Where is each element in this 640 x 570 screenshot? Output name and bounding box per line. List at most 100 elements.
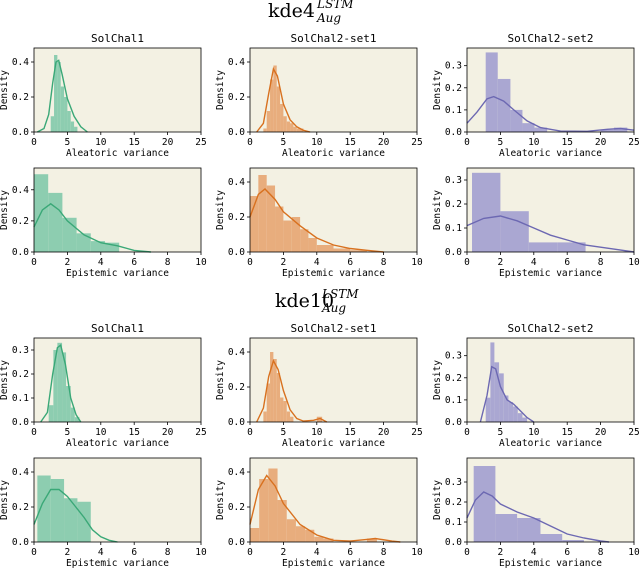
x-tick-label: 10 [628,257,640,268]
x-tick-label: 4 [531,547,537,558]
y-tick-label: 0.4 [228,177,245,188]
x-tick-label: 6 [347,547,353,558]
panel-3: 0 5 10 15 20 25 0.0 0.1 0.2 0.3 Aleatoric variance… [432,32,640,159]
y-tick-label: 0.0 [228,537,245,548]
histogram-bar [517,413,523,422]
histogram-bar [270,352,274,422]
histogram-bar [366,538,377,542]
x-tick-label: 8 [381,547,387,558]
histogram-bar [540,534,563,542]
x-tick-label: 0 [247,257,253,268]
x-tick-label: 20 [595,427,607,438]
y-axis-label: Density [0,70,10,110]
block-title-1-sup: LSTM [316,0,354,11]
y-tick-label: 0.0 [12,127,29,138]
axes-frame [466,337,635,423]
y-tick-label: 0.3 [445,175,462,186]
block-title-1: kde4 LSTM Aug [268,0,354,25]
histogram-bar [53,350,58,422]
x-tick-label: 0 [31,547,37,558]
y-tick-label: 0.1 [12,393,29,404]
histogram-bar [266,185,276,252]
histogram-bar [485,52,498,132]
x-tick-label: 8 [381,257,387,268]
x-tick-label: 20 [378,427,390,438]
histogram-bar [62,352,67,422]
panel-title: SolChal2-set1 [290,32,376,45]
histogram-bar [283,116,287,132]
histogram-bar [350,250,367,252]
panel-5: 0 2 4 6 8 10 0.0 0.2 0.4 Epistemic variance Densit… [215,167,423,279]
panel-10: 0 2 4 6 8 10 0.0 0.2 0.4 Epistemic variance Densit… [0,457,207,569]
histogram-bar [513,406,518,422]
histogram-bar [280,104,284,132]
panel-title: SolChal1 [91,322,144,335]
panel-title: SolChal2-set2 [507,322,593,335]
axes-frame [33,337,202,423]
histogram-bar [600,129,614,132]
kde-curve [36,59,88,133]
histogram-bar [280,397,284,422]
x-tick-label: 15 [561,427,572,438]
x-tick-label: 6 [564,547,570,558]
panel-11: 0 2 4 6 8 10 0.0 0.2 0.4 Epistemic variance Densit… [215,457,423,569]
histogram-bar [495,514,518,542]
y-tick-label: 0.2 [228,502,245,513]
histogram-bar [485,397,491,422]
histogram-bar [534,127,548,132]
y-tick-label: 0.0 [445,127,462,138]
histogram-bar [283,220,292,252]
x-tick-label: 5 [498,137,504,148]
x-tick-label: 6 [347,257,353,268]
x-tick-label: 2 [498,547,504,558]
histogram-bar [268,468,278,542]
block-title-1-main: kde4 [268,0,315,22]
histogram-bar [250,196,259,252]
x-tick-label: 8 [598,547,604,558]
x-tick-label: 25 [628,137,639,148]
kde-curve [466,95,635,133]
kde-curve [40,344,82,423]
histogram-bar [286,411,291,422]
histogram-bar [283,401,287,422]
histogram-bar [266,383,271,422]
histogram-bar [494,362,500,422]
x-axis-label: Aleatoric variance [282,438,385,449]
x-axis-label: Aleatoric variance [499,148,602,159]
y-tick-label: 0.1 [445,517,462,528]
histogram-bar [277,500,287,542]
histogram-bar [305,529,315,542]
panel-title: SolChal2-set2 [507,32,593,45]
x-tick-label: 10 [528,427,540,438]
y-tick-label: 0.1 [445,105,462,116]
y-axis-label: Density [432,190,443,230]
histogram-bar [286,519,296,542]
histogram-bar [250,528,260,542]
histogram-bar [66,386,71,422]
histogram-bar [76,233,91,252]
y-axis-label: Density [432,70,443,110]
kde-curve [249,188,384,253]
x-tick-label: 2 [65,547,71,558]
y-tick-label: 0.2 [12,92,29,103]
x-tick-label: 15 [344,427,355,438]
x-axis-label: Aleatoric variance [282,148,385,159]
y-tick-label: 0.4 [228,347,245,358]
block-title-2-sup: LSTM [321,287,359,301]
histogram-bar [510,109,523,132]
x-tick-label: 0 [31,137,37,148]
y-tick-label: 0.0 [228,247,245,258]
histogram-bar [54,55,58,132]
x-tick-label: 10 [95,427,107,438]
y-tick-label: 0.0 [12,417,29,428]
x-tick-label: 0 [464,257,470,268]
x-tick-label: 15 [561,137,572,148]
y-tick-label: 0.2 [228,92,245,103]
y-tick-label: 0.2 [445,199,462,210]
x-tick-label: 0 [464,137,470,148]
block-title-1-sub: Aug [316,11,341,25]
histogram-bar [258,175,267,252]
y-tick-label: 0.2 [228,382,245,393]
axes-frame [33,457,202,543]
